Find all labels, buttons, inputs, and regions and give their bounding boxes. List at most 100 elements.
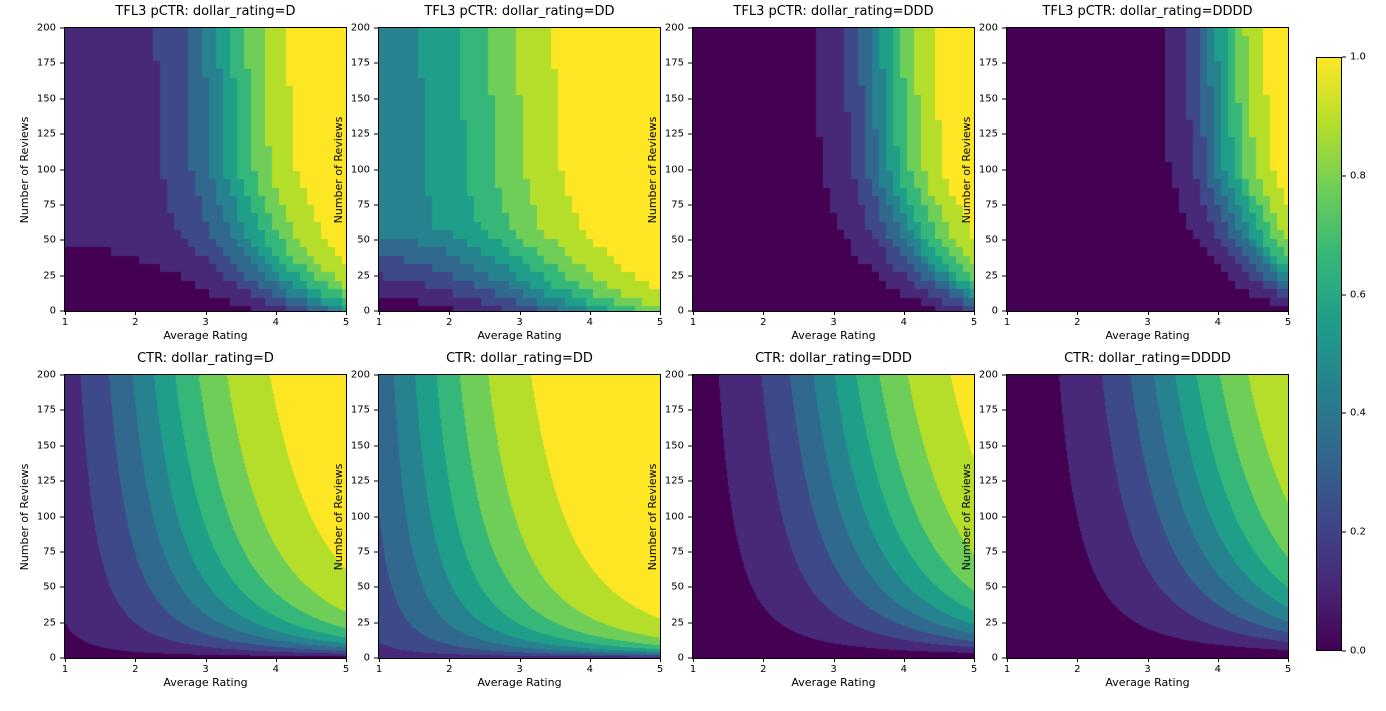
y-tick-label: 25 <box>671 617 684 629</box>
y-tick-label: 100 <box>978 164 998 175</box>
y-tick-label: 75 <box>43 199 56 211</box>
y-tick-label: 100 <box>978 511 998 522</box>
x-tick-mark <box>1007 658 1008 662</box>
x-axis-label: Average Rating <box>1105 676 1190 689</box>
x-tick-label: 3 <box>1144 317 1151 328</box>
y-tick-mark <box>374 98 378 100</box>
colorbar-tick-label: 0.8 <box>1350 170 1366 182</box>
contour-plot-canvas <box>65 375 346 658</box>
y-tick-label: 150 <box>664 440 684 452</box>
y-axis-label: Number of Reviews <box>332 116 345 223</box>
x-tick-label: 3 <box>516 317 523 328</box>
x-tick-mark <box>275 311 277 315</box>
x-tick-label: 5 <box>342 317 350 328</box>
y-tick-mark <box>374 204 378 206</box>
y-tick-mark <box>374 374 378 376</box>
y-tick-mark <box>374 657 378 659</box>
y-tick-label: 200 <box>36 369 56 381</box>
x-tick-mark <box>1217 311 1219 315</box>
y-tick-label: 150 <box>978 440 998 452</box>
y-tick-label: 200 <box>664 369 684 381</box>
y-tick-mark <box>60 551 64 553</box>
x-tick-mark <box>693 311 694 315</box>
y-tick-label: 175 <box>350 57 370 69</box>
y-tick-label: 75 <box>985 546 998 558</box>
y-tick-label: 0 <box>677 305 684 317</box>
colorbar-tick-label: 0.6 <box>1350 289 1366 301</box>
y-tick-mark <box>374 516 378 517</box>
subplot-title: TFL3 pCTR: dollar_rating=DD <box>424 4 615 19</box>
y-tick-mark <box>688 551 692 553</box>
x-tick-label: 3 <box>202 317 209 328</box>
y-tick-mark <box>688 409 692 411</box>
contour-plot-canvas <box>693 28 974 311</box>
contour-plot-canvas <box>65 28 346 311</box>
y-axis-label: Number of Reviews <box>646 463 659 570</box>
x-tick-label: 3 <box>516 664 523 675</box>
y-tick-label: 100 <box>36 511 56 522</box>
y-tick-mark <box>688 586 692 588</box>
x-tick-label: 3 <box>830 317 837 328</box>
subplot-tfl3-pctr-dd: TFL3 pCTR: dollar_rating=DD Number of Re… <box>332 4 663 342</box>
x-tick-mark <box>1147 311 1149 315</box>
y-tick-mark <box>688 516 692 517</box>
y-tick-mark <box>60 62 64 64</box>
y-tick-mark <box>1002 62 1006 64</box>
y-tick-label: 150 <box>350 440 370 452</box>
y-tick-mark <box>374 239 378 241</box>
subplot-tfl3-pctr-d: TFL3 pCTR: dollar_rating=D Number of Rev… <box>18 4 349 342</box>
contour-plot-canvas <box>693 375 974 658</box>
y-tick-mark <box>60 516 64 517</box>
x-tick-label: 3 <box>202 664 209 675</box>
x-tick-label: 3 <box>830 664 837 675</box>
y-tick-mark <box>374 62 378 64</box>
colorbar: 0.0 0.2 0.4 0.6 0.8 1.0 <box>1316 52 1366 657</box>
x-tick-mark <box>1077 658 1079 662</box>
subplot-ctr-dddd: CTR: dollar_rating=DDDD Number of Review… <box>960 351 1291 689</box>
y-tick-label: 175 <box>978 404 998 416</box>
subplot-ctr-ddd: CTR: dollar_rating=DDD Number of Reviews… <box>646 351 977 689</box>
x-tick-label: 4 <box>1214 317 1221 328</box>
x-tick-mark <box>205 658 207 662</box>
y-tick-mark <box>688 239 692 241</box>
y-tick-mark <box>1002 516 1006 517</box>
subplot-title: CTR: dollar_rating=DDD <box>755 351 912 366</box>
y-tick-label: 150 <box>978 93 998 105</box>
x-tick-mark <box>519 658 521 662</box>
y-tick-label: 25 <box>43 617 56 629</box>
y-tick-label: 125 <box>350 128 370 140</box>
y-tick-mark <box>60 98 64 100</box>
x-tick-mark <box>833 658 835 662</box>
y-tick-mark <box>374 480 378 482</box>
y-tick-mark <box>60 445 64 447</box>
y-tick-label: 175 <box>350 404 370 416</box>
colorbar-tick-label: 0.4 <box>1350 407 1366 419</box>
y-tick-label: 150 <box>664 93 684 105</box>
x-axis-label: Average Rating <box>791 329 876 342</box>
y-tick-label: 0 <box>363 305 370 317</box>
y-tick-label: 25 <box>985 617 998 629</box>
y-tick-mark <box>1002 657 1006 659</box>
x-tick-label: 1 <box>375 664 383 675</box>
y-tick-label: 125 <box>978 475 998 487</box>
y-tick-label: 0 <box>991 305 998 317</box>
y-tick-label: 150 <box>36 440 56 452</box>
y-tick-mark <box>374 27 378 29</box>
subplot-ctr-dd: CTR: dollar_rating=DD Number of Reviews … <box>332 351 663 689</box>
subplot-tfl3-pctr-dddd: TFL3 pCTR: dollar_rating=DDDD Number of … <box>960 4 1291 342</box>
y-tick-label: 125 <box>36 475 56 487</box>
contour-plot-canvas <box>379 28 660 311</box>
y-tick-mark <box>60 239 64 241</box>
contour-plot-canvas <box>379 375 660 658</box>
x-tick-label: 2 <box>1074 317 1081 328</box>
x-tick-mark <box>974 311 975 315</box>
y-tick-mark <box>688 310 692 312</box>
y-tick-mark <box>374 310 378 312</box>
y-tick-label: 100 <box>664 511 684 522</box>
x-tick-mark <box>833 311 835 315</box>
y-tick-mark <box>60 657 64 659</box>
x-tick-label: 2 <box>760 317 767 328</box>
y-tick-mark <box>1002 622 1006 624</box>
subplot-title: CTR: dollar_rating=D <box>137 351 274 366</box>
x-tick-label: 4 <box>900 664 907 675</box>
